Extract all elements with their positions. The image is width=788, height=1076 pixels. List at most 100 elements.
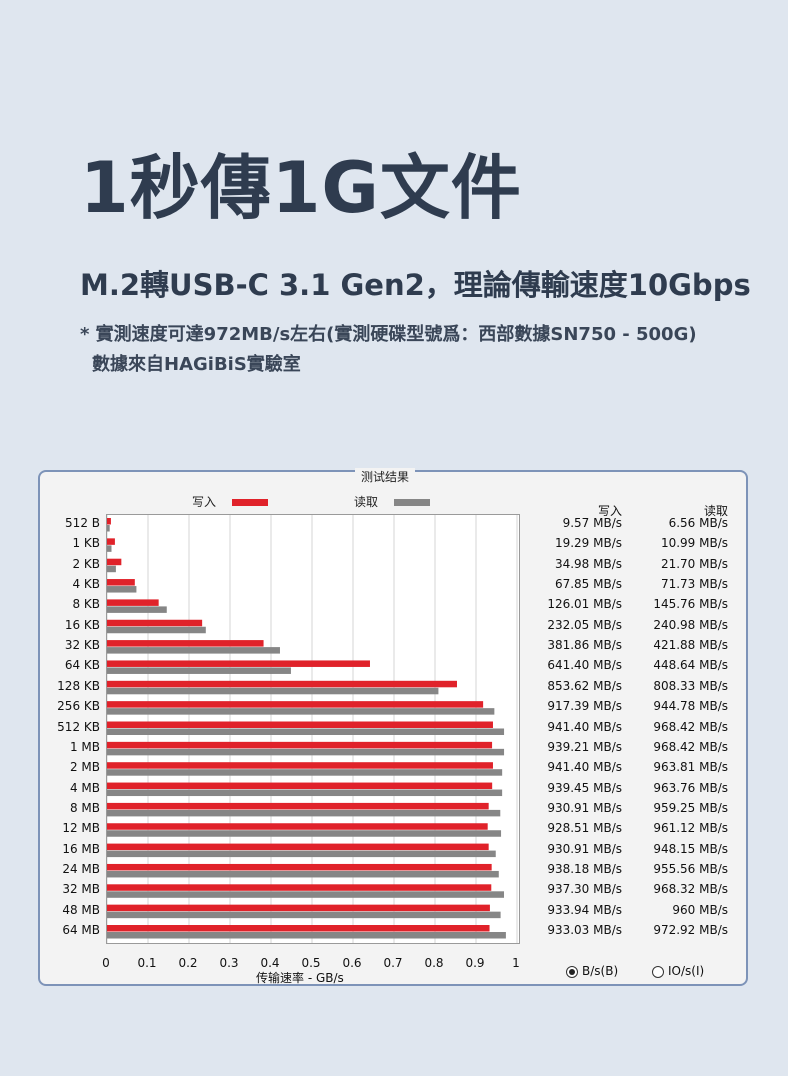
category-label: 4 MB	[69, 780, 100, 795]
x-axis-title: 传输速率 - GB/s	[256, 971, 344, 985]
read-bar-19	[107, 911, 501, 919]
write-bar-14	[107, 802, 489, 810]
read-value: 972.92 MB/s	[653, 923, 728, 937]
write-bar-13	[107, 782, 493, 790]
category-label: 512 B	[65, 516, 100, 530]
write-bar-11	[107, 741, 493, 749]
read-bar-16	[107, 850, 496, 858]
write-bar-10	[107, 721, 493, 728]
category-label: 8 KB	[72, 597, 100, 612]
category-label: 64 MB	[62, 923, 100, 937]
read-value: 6.56 MB/s	[668, 516, 728, 530]
read-bar-20	[107, 932, 506, 939]
write-value: 939.45 MB/s	[547, 780, 622, 795]
radio-io-per-second[interactable]: IO/s(I)	[652, 964, 704, 978]
read-bar-1	[107, 545, 112, 552]
results-group-title: 测试结果	[355, 468, 416, 485]
write-bar-12	[107, 762, 493, 769]
headline: 1秒傳1G文件	[80, 147, 522, 229]
category-label: 128 KB	[57, 678, 100, 693]
read-bar-12	[107, 769, 503, 776]
footnote-line-2: 數據來自HAGiBiS實驗室	[92, 354, 301, 375]
x-tick-label: 0.8	[424, 956, 444, 970]
read-value: 955.56 MB/s	[653, 861, 728, 876]
write-bar-8	[107, 680, 457, 688]
write-value: 939.21 MB/s	[547, 739, 622, 754]
category-label: 48 MB	[62, 902, 100, 917]
read-value: 968.42 MB/s	[653, 739, 728, 754]
x-tick-label: 0.1	[137, 956, 157, 970]
legend-write-swatch	[231, 499, 268, 506]
write-value: 933.94 MB/s	[547, 902, 622, 917]
write-value: 853.62 MB/s	[547, 678, 622, 693]
write-bar-19	[107, 904, 490, 912]
read-bar-2	[107, 565, 116, 573]
category-label: 1 MB	[69, 739, 100, 754]
write-value: 928.51 MB/s	[547, 821, 622, 836]
read-value: 968.42 MB/s	[653, 719, 728, 734]
write-bar-18	[107, 884, 492, 891]
write-bar-2	[107, 558, 122, 566]
category-label: 2 MB	[69, 760, 100, 775]
write-value: 917.39 MB/s	[547, 699, 622, 714]
legend-write-label: 写入	[192, 495, 217, 509]
read-bar-0	[107, 525, 110, 532]
category-label: 2 KB	[72, 556, 100, 571]
radio-bytes-per-second[interactable]: B/s(B)	[566, 964, 618, 978]
radio-io-indicator[interactable]	[652, 965, 664, 978]
legend-read-label: 读取	[354, 495, 379, 509]
x-tick-label: 0.6	[342, 956, 362, 970]
read-value: 21.70 MB/s	[660, 556, 728, 571]
read-bar-15	[107, 830, 502, 837]
category-label: 16 KB	[64, 617, 100, 632]
read-value: 10.99 MB/s	[660, 536, 728, 551]
radio-bytes-label: B/s(B)	[582, 964, 619, 978]
category-label: 64 KB	[64, 658, 100, 673]
write-bar-3	[107, 579, 135, 586]
read-value: 960 MB/s	[672, 902, 728, 917]
write-value: 937.30 MB/s	[547, 882, 622, 897]
read-bar-4	[107, 606, 167, 613]
read-value: 421.88 MB/s	[653, 638, 728, 653]
read-bar-17	[107, 870, 499, 878]
write-value: 930.91 MB/s	[547, 841, 622, 856]
category-label: 8 MB	[69, 800, 100, 815]
write-bar-15	[107, 823, 488, 830]
column-header-write: 写入	[597, 504, 622, 518]
legend-read: 读取	[354, 493, 430, 510]
radio-io-label: IO/s(I)	[668, 964, 705, 978]
write-value: 938.18 MB/s	[547, 861, 622, 876]
read-bar-8	[107, 687, 439, 695]
read-value: 145.76 MB/s	[653, 597, 728, 612]
write-bar-6	[107, 640, 264, 647]
write-value: 67.85 MB/s	[554, 577, 622, 592]
category-label: 32 KB	[64, 638, 100, 653]
write-bar-16	[107, 843, 489, 851]
read-value: 240.98 MB/s	[653, 617, 728, 632]
subheadline: M.2轉USB-C 3.1 Gen2，理論傳輸速度10Gbps	[80, 268, 751, 302]
write-bar-7	[107, 660, 370, 667]
footnote-line-1: * 實測速度可達972MB/s左右(實測硬碟型號爲：西部數據SN750 - 50…	[80, 324, 697, 345]
write-value: 930.91 MB/s	[547, 800, 622, 815]
write-value: 9.57 MB/s	[562, 516, 622, 530]
write-value: 641.40 MB/s	[547, 658, 622, 673]
write-bar-4	[107, 599, 159, 606]
read-value: 71.73 MB/s	[660, 577, 728, 592]
footnote: * 實測速度可達972MB/s左右(實測硬碟型號爲：西部數據SN750 - 50…	[80, 320, 697, 380]
category-label: 4 KB	[72, 577, 100, 592]
read-bar-10	[107, 728, 505, 735]
read-value: 448.64 MB/s	[653, 658, 728, 673]
read-value: 968.32 MB/s	[653, 882, 728, 897]
write-value: 941.40 MB/s	[547, 760, 622, 775]
read-bar-7	[107, 667, 291, 674]
x-tick-label: 0.5	[301, 956, 321, 970]
x-tick-label: 0	[102, 956, 110, 970]
write-value: 19.29 MB/s	[554, 536, 622, 551]
category-label: 12 MB	[62, 821, 100, 836]
write-value: 34.98 MB/s	[554, 556, 622, 571]
x-tick-label: 0.2	[178, 956, 198, 970]
write-value: 232.05 MB/s	[547, 617, 622, 632]
read-bar-5	[107, 626, 206, 634]
radio-bytes-indicator[interactable]	[566, 965, 578, 978]
